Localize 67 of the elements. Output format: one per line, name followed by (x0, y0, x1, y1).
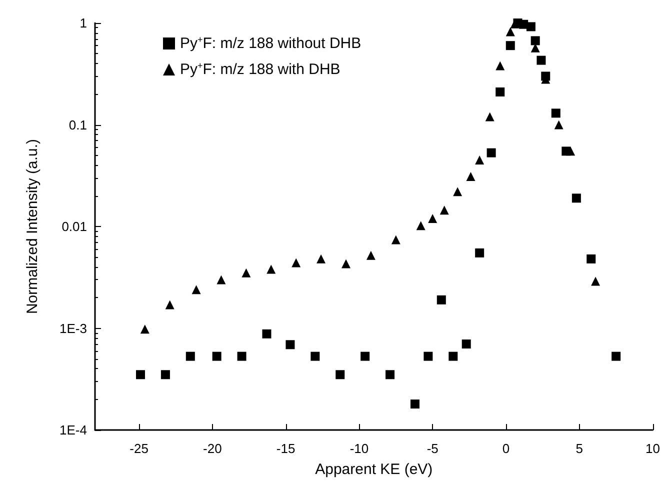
point (410, 400, 420, 409)
legend-label: Py+F: m/z 188 with DHB (180, 60, 340, 78)
point (496, 61, 505, 70)
y-tick-label: 1E-3 (60, 320, 87, 336)
point (462, 340, 471, 349)
point (237, 352, 246, 361)
point (566, 146, 576, 156)
point (136, 370, 145, 380)
point (160, 370, 170, 380)
x-tick-label: 0 (502, 441, 510, 456)
y-axis-title: Normalized Intensity (a.u.) (24, 138, 41, 314)
point (591, 276, 600, 286)
point (316, 254, 326, 264)
point (554, 120, 564, 130)
x-tick-label: -15 (276, 441, 296, 456)
point (286, 340, 295, 350)
x-tick-label: -10 (350, 441, 369, 456)
y-tick-label: 0.01 (62, 219, 87, 234)
point (216, 275, 226, 284)
point (440, 206, 449, 215)
x-tick-label: 5 (576, 441, 583, 456)
point (266, 264, 276, 274)
point (186, 352, 195, 361)
y-tick-label: 1E-4 (60, 422, 87, 438)
point (475, 156, 484, 165)
legend-label: Py+F: m/z 188 without DHB (180, 34, 362, 52)
point (436, 295, 446, 304)
point (536, 56, 546, 65)
x-axis-title: Apparent KE (eV) (315, 461, 433, 478)
x-tick-label: -5 (426, 441, 438, 456)
point (475, 248, 484, 258)
point (192, 285, 201, 294)
point (366, 250, 376, 260)
point (165, 300, 174, 310)
point (496, 87, 505, 96)
point (212, 352, 222, 361)
point (530, 36, 540, 46)
point (453, 187, 462, 196)
point (526, 22, 536, 32)
point (416, 221, 426, 230)
point (448, 352, 458, 361)
point (506, 27, 515, 36)
point (310, 352, 320, 361)
x-tick-label: -25 (130, 441, 148, 456)
point (572, 194, 581, 203)
point (485, 112, 494, 122)
x-tick-label: 10 (646, 441, 660, 456)
point (506, 41, 515, 50)
point (262, 329, 272, 338)
point (551, 108, 560, 118)
point (292, 258, 301, 268)
point (424, 352, 433, 361)
point (612, 352, 621, 361)
y-tick-label: 0.1 (68, 117, 87, 132)
point (586, 254, 596, 264)
point (360, 352, 370, 361)
point (428, 214, 438, 223)
point (341, 259, 350, 268)
point (140, 324, 150, 334)
y-tick-label: 1 (80, 16, 87, 30)
point (466, 172, 476, 182)
point (391, 235, 400, 244)
point (336, 370, 345, 380)
point (486, 148, 496, 158)
x-tick-label: -20 (203, 441, 222, 456)
point (386, 370, 395, 380)
point (242, 268, 251, 278)
